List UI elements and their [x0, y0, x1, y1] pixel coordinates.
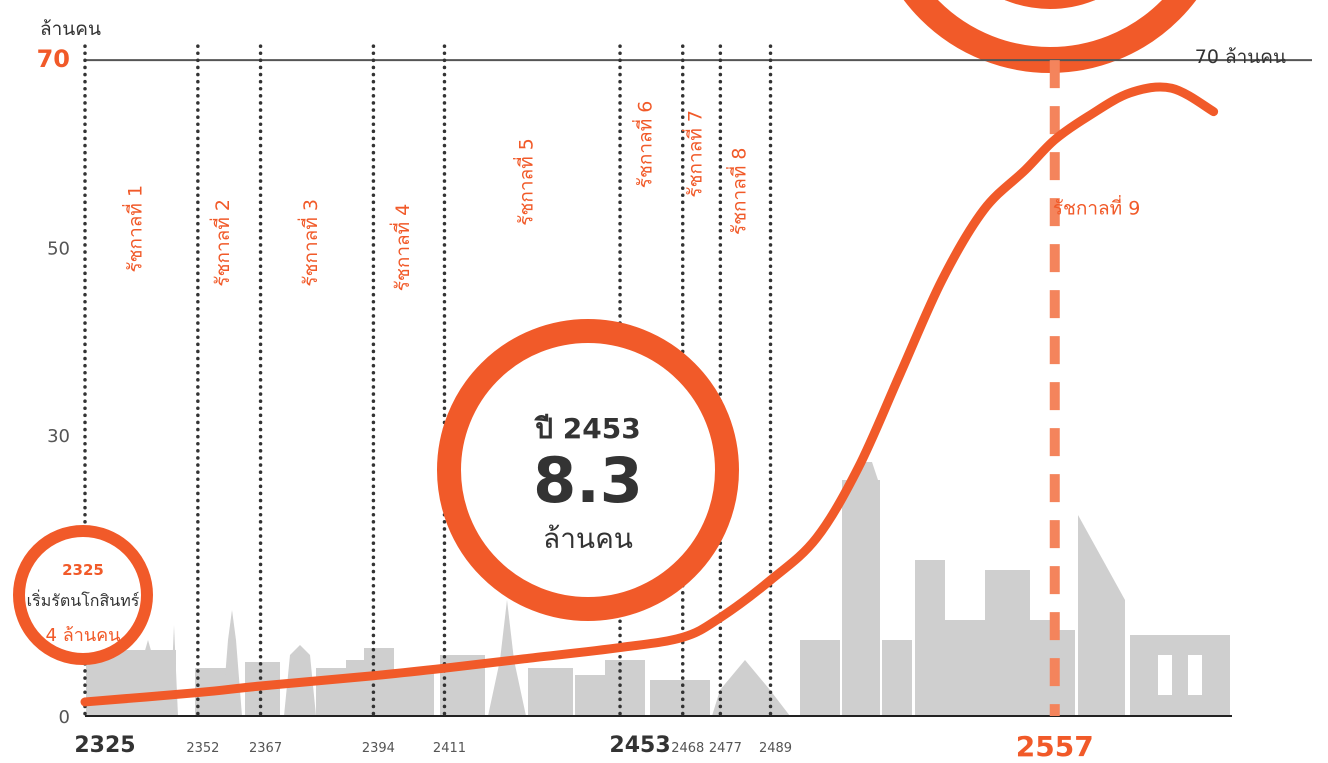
highlight-year-label: 2557 — [1016, 730, 1094, 763]
start-annotation-value: 4 ล้านคน — [46, 625, 121, 646]
reign-label: รัชกาลที่ 7 — [682, 110, 707, 198]
x-tick-label: 2325 — [74, 733, 135, 758]
y-tick-label: 30 — [47, 426, 70, 447]
reign-label: รัชกาลที่ 6 — [631, 101, 656, 189]
mid-annotation-value: 8.3 — [533, 444, 643, 517]
x-tick-label: 2352 — [186, 741, 219, 756]
reign-label: รัชกาลที่ 8 — [725, 147, 750, 235]
x-tick-label: 2489 — [759, 741, 792, 756]
x-tick-label: 2367 — [249, 741, 282, 756]
x-tick-label: 2411 — [433, 741, 466, 756]
y-tick-label: 0 — [59, 707, 70, 728]
max-line-label: 70 ล้านคน — [1194, 46, 1286, 68]
reign-label: รัชกาลที่ 4 — [389, 204, 414, 292]
city-skyline-illustration — [86, 462, 1230, 716]
mid-annotation-year: ปี 2453 — [533, 412, 640, 445]
mid-annotation-circle — [437, 319, 739, 621]
x-tick-label: 2453 — [609, 733, 670, 758]
start-annotation-text: เริ่มรัตนโกสินทร์ — [27, 589, 140, 610]
x-tick-label: 2394 — [362, 741, 395, 756]
x-tick-label: 2468 — [671, 741, 704, 756]
y-axis-unit-label: ล้านคน — [40, 18, 101, 40]
mid-annotation-unit: ล้านคน — [543, 522, 633, 555]
x-tick-label: 2477 — [709, 741, 742, 756]
population-line — [80, 82, 1219, 707]
reign-label: รัชกาลที่ 1 — [121, 185, 146, 273]
reign-label: รัชกาลที่ 5 — [512, 138, 537, 226]
reign-label: รัชกาลที่ 2 — [209, 199, 234, 287]
reign-label: รัชกาลที่ 3 — [297, 199, 322, 287]
start-annotation-circle — [13, 525, 153, 665]
reign-label: รัชกาลที่ 9 — [1053, 195, 1141, 220]
start-annotation-year: 2325 — [62, 561, 104, 579]
y-tick-label: 50 — [47, 239, 70, 260]
y-tick-label: 70 — [37, 45, 70, 73]
